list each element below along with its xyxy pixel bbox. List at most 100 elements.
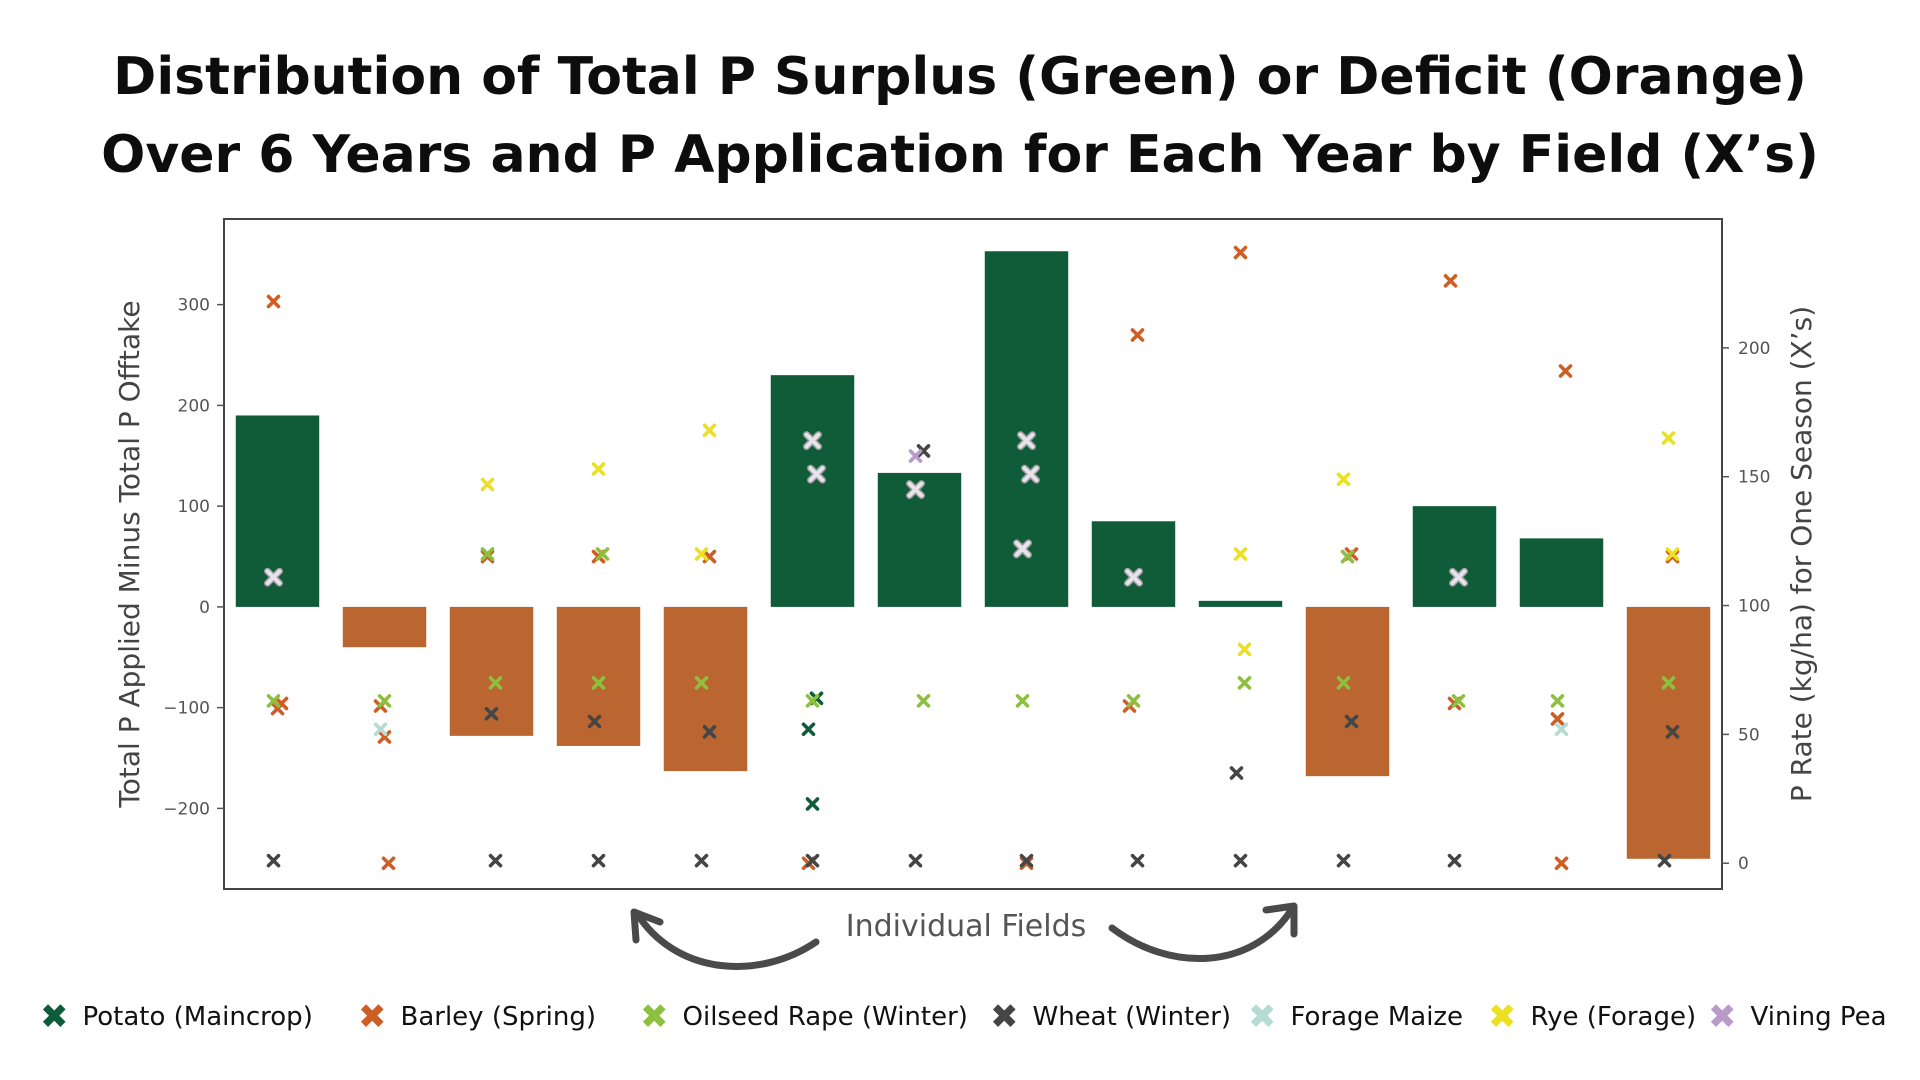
p-balance-chart: −200 −100 0 100 200 300 0 50 100 150 200 Total P Ap… [113, 218, 1818, 970]
marker-wheat [694, 853, 709, 868]
x-marker-icon: ✖ [358, 997, 387, 1037]
marker-wheat [266, 853, 281, 868]
marker-oilseed [1237, 676, 1252, 690]
x-marker-icon: ✖ [40, 997, 69, 1037]
marker-light [1018, 432, 1035, 449]
legend-item-rye: ✖ Rye (Forage) [1488, 1000, 1696, 1034]
y2-tick-label: 50 [1738, 725, 1760, 745]
legend-item-vining_pea: ✖ Vining Pea [1708, 1000, 1887, 1034]
marker-oilseed [1336, 676, 1351, 690]
x-marker-icon: ✖ [1248, 997, 1277, 1037]
marker-oilseed [266, 694, 281, 708]
legend-item-potato: ✖ Potato (Maincrop) [40, 1000, 313, 1034]
marker-wheat [591, 853, 606, 868]
marker-wheat [1665, 725, 1680, 739]
marker-wheat [1019, 853, 1034, 868]
marker-wheat [1447, 853, 1462, 868]
bar-field-9 [1091, 521, 1176, 607]
legend-label: Oilseed Rape (Winter) [682, 1002, 968, 1032]
marker-barley [381, 856, 396, 871]
marker-potato [801, 722, 816, 737]
y2-tick-label: 100 [1738, 597, 1770, 617]
marker-oilseed [805, 694, 820, 708]
marker-oilseed [1661, 676, 1676, 690]
bar-field-6 [770, 375, 855, 607]
marker-barley [1550, 712, 1565, 726]
y2-axis-label: P Rate (kg/ha) for One Season (X’s) [1785, 306, 1818, 802]
y-axis-label: Total P Applied Minus Total P Offtake [113, 300, 146, 808]
marker-light [804, 432, 821, 449]
y-tick-label: 200 [178, 396, 210, 416]
marker-rye [1336, 472, 1351, 487]
marker-oilseed [377, 694, 392, 708]
marker-wheat [805, 853, 820, 868]
marker-wheat [702, 725, 717, 739]
marker-light [907, 481, 924, 498]
marker-barley [480, 549, 495, 564]
marker-oilseed [916, 694, 931, 708]
marker-barley [1233, 245, 1248, 260]
marker-vining_pea [908, 449, 923, 463]
marker-wheat [1233, 853, 1248, 868]
marker-potato [805, 797, 820, 811]
marker-rye [702, 423, 717, 438]
y-tick-label: −100 [163, 699, 210, 719]
marker-oilseed [694, 676, 709, 690]
left-arrow-head-icon [630, 908, 664, 944]
marker-oilseed [1340, 549, 1355, 564]
marker-oilseed [1451, 694, 1466, 708]
marker-barley [1554, 856, 1569, 871]
bar-field-4 [556, 606, 641, 746]
y-tick-label: 300 [178, 296, 210, 316]
bar-field-12 [1412, 506, 1497, 607]
left-arrow-curve [636, 914, 820, 970]
x-marker-icon: ✖ [640, 997, 669, 1037]
marker-wheat [484, 706, 499, 721]
marker-forage_maize [373, 722, 388, 737]
bar-field-3 [449, 606, 534, 736]
marker-barley [1665, 549, 1680, 564]
chart-title: Distribution of Total P Surplus (Green) … [0, 38, 1920, 194]
marker-forage_maize [1554, 722, 1569, 737]
marker-wheat [908, 853, 923, 868]
marker-rye [591, 462, 606, 476]
marker-barley [377, 730, 392, 744]
x-marker-icon: ✖ [1488, 997, 1517, 1037]
marker-oilseed [480, 547, 495, 561]
marker-rye [1661, 431, 1676, 445]
legend-label: Forage Maize [1290, 1002, 1464, 1032]
marker-wheat [1657, 853, 1672, 868]
y-tick-label: 0 [199, 598, 210, 618]
legend-label: Wheat (Winter) [1032, 1002, 1232, 1032]
x-marker-icon: ✖ [990, 997, 1019, 1037]
legend-label: Rye (Forage) [1530, 1002, 1697, 1032]
bar-field-14 [1626, 606, 1711, 859]
marker-barley [266, 294, 281, 309]
x-axis-label: Individual Fields [846, 909, 1087, 944]
y2-tick-label: 0 [1738, 854, 1749, 874]
marker-oilseed [1015, 694, 1030, 708]
right-arrow-head-icon [1262, 902, 1298, 938]
y-tick-label: −200 [163, 799, 210, 819]
marker-rye [1237, 642, 1252, 657]
marker-wheat [587, 714, 602, 729]
legend-item-oilseed: ✖ Oilseed Rape (Winter) [640, 1000, 968, 1034]
marker-barley [1130, 328, 1145, 342]
right-arrow-curve [1108, 908, 1294, 963]
chart-title-line-2: Over 6 Years and P Application for Each … [101, 125, 1819, 185]
marker-light [1125, 569, 1142, 586]
bar-field-13 [1519, 538, 1604, 607]
marker-barley [1019, 856, 1034, 871]
marker-rye [1233, 547, 1248, 561]
marker-wheat [1336, 853, 1351, 868]
marker-light [1022, 466, 1039, 483]
marker-oilseed [591, 676, 606, 690]
marker-oilseed [1550, 694, 1565, 708]
bar-field-10 [1198, 600, 1283, 607]
marker-wheat [1344, 714, 1359, 729]
marker-barley [1558, 364, 1573, 378]
marker-oilseed [595, 547, 610, 561]
marker-wheat [488, 853, 503, 868]
bar-field-11 [1305, 606, 1390, 777]
marker-light [1450, 569, 1467, 586]
